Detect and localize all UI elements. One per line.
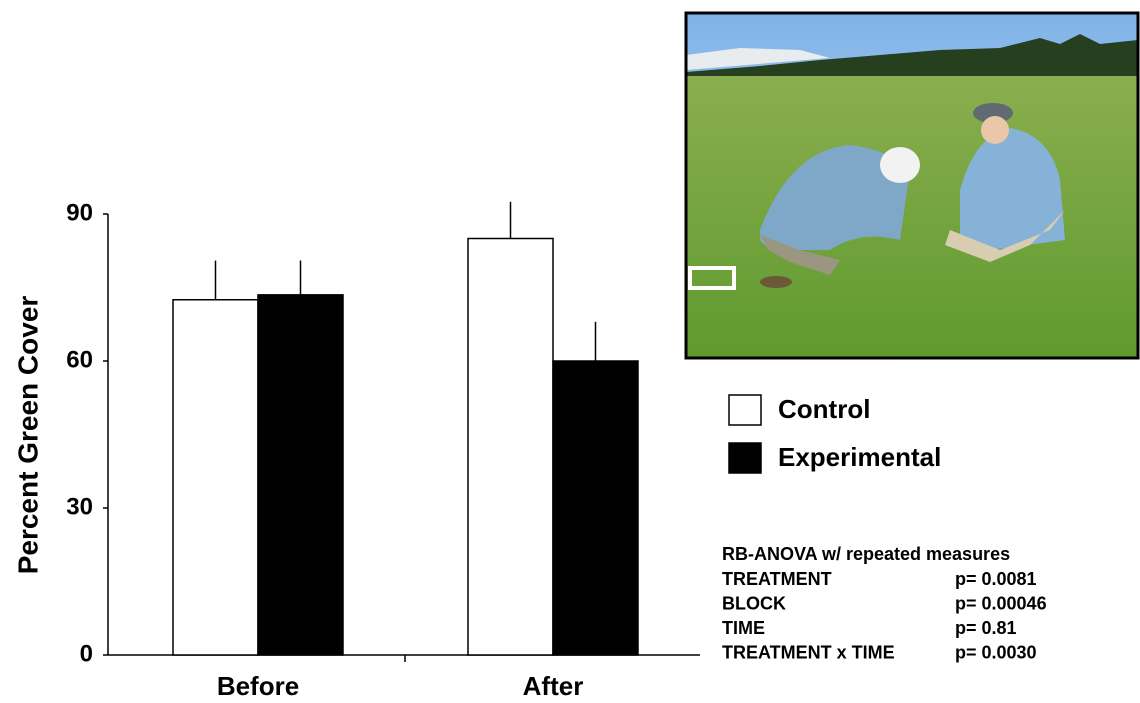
bar bbox=[467, 237, 554, 656]
stats-term: TREATMENT bbox=[722, 569, 832, 589]
stats-p: p= 0.0081 bbox=[955, 569, 1037, 589]
y-axis-label: Percent Green Cover bbox=[12, 296, 43, 575]
legend-swatch bbox=[728, 394, 762, 426]
y-tick-label: 60 bbox=[66, 346, 93, 373]
y-tick-label: 90 bbox=[66, 199, 93, 226]
y-tick-label: 30 bbox=[66, 493, 93, 520]
bar bbox=[172, 299, 259, 656]
stats-p: p= 0.81 bbox=[955, 618, 1017, 638]
bar bbox=[257, 294, 344, 656]
legend-label: Experimental bbox=[778, 442, 941, 472]
legend-swatch bbox=[728, 442, 762, 474]
stats-term: BLOCK bbox=[722, 593, 786, 613]
stats-p: p= 0.0030 bbox=[955, 642, 1037, 662]
stats-p: p= 0.00046 bbox=[955, 593, 1047, 613]
x-tick-label: Before bbox=[217, 671, 299, 701]
bar bbox=[552, 360, 639, 656]
stats-title: RB-ANOVA w/ repeated measures bbox=[722, 544, 1010, 564]
photo bbox=[684, 11, 1140, 360]
x-tick-label: After bbox=[523, 671, 584, 701]
legend-label: Control bbox=[778, 394, 870, 424]
stats-term: TIME bbox=[722, 618, 765, 638]
stats-term: TREATMENT x TIME bbox=[722, 642, 895, 662]
y-tick-label: 0 bbox=[80, 640, 93, 667]
